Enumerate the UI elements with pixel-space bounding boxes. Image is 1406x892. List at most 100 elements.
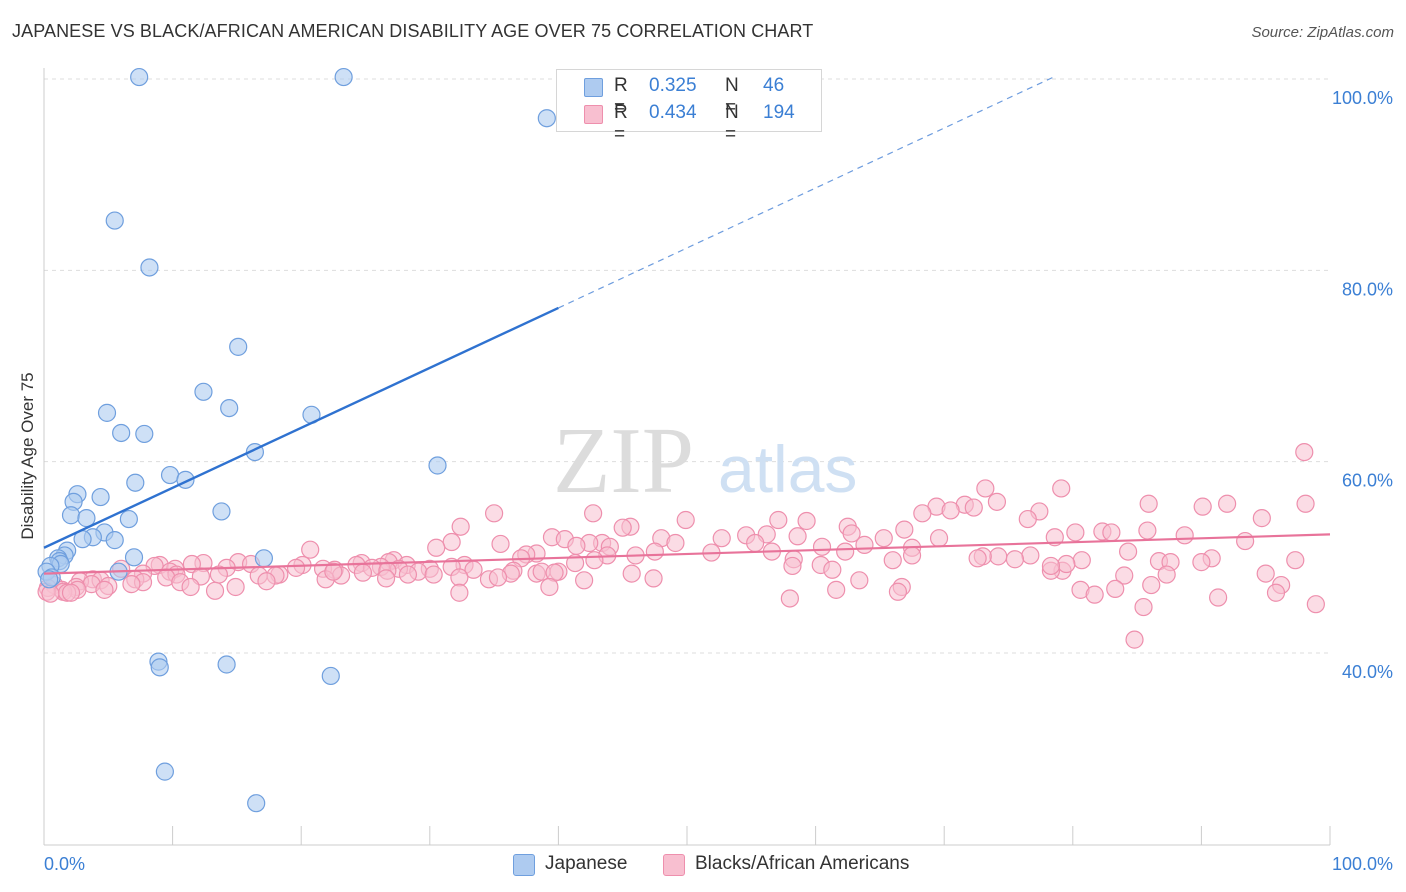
trend-line-japanese-extrapolated: [558, 76, 1054, 309]
series-legend: Japanese Blacks/African Americans: [0, 852, 1406, 878]
y-tick-label: 60.0%: [1342, 471, 1393, 491]
data-point-japanese: [160, 465, 180, 485]
data-point-blacks: [1236, 531, 1255, 551]
data-point-blacks: [257, 572, 276, 591]
chart-title: JAPANESE VS BLACK/AFRICAN AMERICAN DISAB…: [12, 21, 814, 41]
data-point-blacks: [540, 577, 559, 597]
data-point-blacks: [780, 589, 799, 608]
data-point-blacks: [324, 562, 343, 581]
data-point-blacks: [566, 553, 585, 573]
data-point-blacks: [823, 560, 842, 579]
data-point-blacks: [398, 565, 418, 584]
data-point-japanese: [77, 509, 96, 528]
data-point-blacks: [442, 532, 461, 552]
axes: [43, 68, 1331, 846]
data-point-blacks: [976, 479, 995, 498]
data-point-blacks: [874, 529, 893, 548]
legend-swatch-blacks: [663, 854, 685, 876]
data-point-blacks: [427, 538, 446, 557]
data-point-blacks: [1106, 579, 1125, 599]
data-point-japanese: [140, 258, 159, 277]
legend-n-label: N =: [725, 75, 739, 118]
data-point-blacks: [1018, 509, 1037, 529]
data-point-japanese: [112, 423, 131, 443]
data-point-blacks: [1142, 575, 1161, 595]
data-point-blacks: [1139, 494, 1158, 513]
data-point-blacks: [888, 582, 908, 601]
data-point-blacks: [488, 568, 508, 587]
data-point-japanese: [126, 473, 145, 492]
data-point-blacks: [1218, 494, 1237, 513]
legend-label-japanese: Japanese: [545, 853, 628, 874]
data-point-blacks: [812, 537, 832, 556]
legend-n-value: 46: [763, 75, 785, 96]
data-point-blacks: [676, 510, 695, 530]
legend-r-value: 0.325: [649, 75, 697, 96]
data-point-japanese: [321, 666, 340, 686]
legend-swatch-blacks: [584, 105, 603, 124]
data-point-blacks: [1005, 550, 1025, 569]
data-point-blacks: [666, 533, 685, 553]
data-point-blacks: [567, 536, 586, 555]
data-point-blacks: [913, 504, 932, 523]
trend-lines: [43, 76, 1331, 575]
data-point-japanese: [155, 762, 174, 781]
data-point-blacks: [842, 524, 861, 543]
watermark-zip: ZIP: [553, 409, 694, 513]
data-point-japanese: [91, 487, 110, 507]
data-point-blacks: [1134, 597, 1153, 617]
data-point-blacks: [968, 549, 987, 568]
data-point-blacks: [353, 563, 373, 582]
legend-r-label: R =: [614, 75, 628, 118]
data-point-blacks: [613, 518, 632, 537]
data-point-blacks: [1072, 551, 1091, 570]
tick-labels: 40.0% 60.0% 80.0% 100.0% 0.0% 100.0%: [44, 88, 1393, 874]
data-point-japanese: [220, 398, 239, 418]
data-point-blacks: [783, 556, 802, 576]
data-point-blacks: [61, 583, 81, 602]
data-point-japanese: [194, 382, 213, 401]
data-point-japanese: [40, 570, 59, 589]
data-point-blacks: [1115, 566, 1134, 585]
data-point-japanese: [537, 109, 556, 128]
data-point-blacks: [226, 577, 245, 597]
data-point-blacks: [1175, 526, 1194, 545]
legend-swatch-japanese: [584, 78, 603, 97]
data-point-blacks: [645, 542, 664, 561]
data-point-blacks: [1057, 554, 1076, 574]
data-point-blacks: [855, 535, 874, 554]
data-point-blacks: [797, 511, 816, 531]
data-point-blacks: [1102, 523, 1121, 542]
data-point-blacks: [883, 551, 902, 570]
chart-source: Source: ZipAtlas.com: [1251, 24, 1394, 41]
series-japanese: [37, 67, 556, 813]
data-point-blacks: [1295, 443, 1314, 462]
data-point-blacks: [450, 583, 469, 602]
y-tick-label: 40.0%: [1342, 662, 1393, 682]
data-point-blacks: [644, 569, 663, 588]
data-point-blacks: [585, 551, 604, 570]
data-point-blacks: [1041, 556, 1061, 576]
data-point-blacks: [1192, 553, 1211, 572]
data-point-japanese: [217, 655, 236, 674]
x-tick-label: 100.0%: [1332, 854, 1393, 874]
data-point-blacks: [746, 533, 765, 553]
data-point-blacks: [1125, 630, 1144, 649]
data-point-blacks: [989, 547, 1008, 566]
legend-r-value: 0.434: [649, 102, 697, 123]
data-point-japanese: [135, 424, 154, 444]
watermark: ZIP atlas: [553, 409, 857, 513]
data-point-blacks: [1138, 521, 1157, 540]
legend-n-value: 194: [763, 102, 795, 123]
legend-r-label: R =: [614, 102, 628, 145]
data-point-blacks: [122, 575, 141, 594]
data-point-japanese: [150, 658, 169, 677]
legend-swatch-japanese: [513, 854, 535, 876]
data-point-blacks: [95, 580, 114, 599]
trend-line-japanese: [43, 306, 559, 549]
data-point-blacks: [451, 517, 470, 536]
data-point-blacks: [575, 571, 594, 590]
data-point-blacks: [1045, 528, 1064, 547]
data-point-blacks: [491, 534, 510, 554]
data-point-blacks: [424, 565, 443, 584]
